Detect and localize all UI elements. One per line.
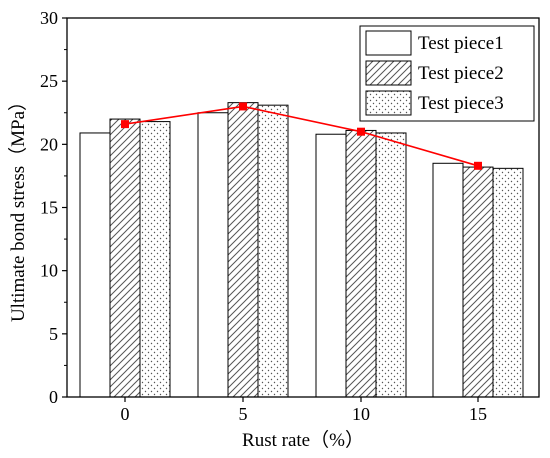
bar-series3-0 <box>139 121 171 398</box>
overlay-marker-10 <box>357 127 365 136</box>
legend-swatch-2 <box>365 60 412 86</box>
bar-series2-10 <box>345 129 377 398</box>
overlay-marker-15 <box>474 161 482 170</box>
bar-series1-5 <box>197 112 229 398</box>
bar-series3-10 <box>375 132 407 398</box>
legend-label-1: Test piece1 <box>418 33 504 54</box>
legend: Test piece1 Test piece2 Test piece3 <box>359 25 535 122</box>
overlay-marker-0 <box>121 120 129 129</box>
bar-series2-0 <box>109 118 141 398</box>
x-axis: 0 5 10 15 <box>121 397 487 424</box>
bars-layer <box>79 102 524 398</box>
x-tick-label: 0 <box>121 404 130 424</box>
y-tick-label: 0 <box>49 387 58 407</box>
y-tick-label: 25 <box>40 71 58 91</box>
overlay-line <box>124 105 479 167</box>
x-tick-label: 15 <box>469 404 487 424</box>
y-tick-label: 5 <box>49 324 58 344</box>
overlay-line-layer <box>121 102 482 170</box>
bar-series1-10 <box>315 133 347 398</box>
bar-series3-15 <box>492 167 524 398</box>
x-tick-label: 5 <box>239 404 248 424</box>
x-axis-title: Rust rate（%） <box>242 429 364 451</box>
bar-series2-5 <box>227 102 259 398</box>
legend-swatch-3 <box>365 90 412 116</box>
legend-label-2: Test piece2 <box>418 63 504 84</box>
bar-series1-15 <box>432 162 464 398</box>
bar-series2-15 <box>462 166 494 398</box>
legend-swatch-1 <box>365 30 412 56</box>
y-tick-label: 15 <box>40 198 58 218</box>
bar-series3-5 <box>257 104 289 398</box>
bar-series1-0 <box>79 132 111 398</box>
y-tick-label: 20 <box>40 134 58 154</box>
y-tick-label: 30 <box>40 8 58 28</box>
y-axis-title: Ultimate bond stress（MPa） <box>7 92 29 322</box>
overlay-marker-5 <box>239 102 247 111</box>
y-axis: 0 5 10 15 20 25 30 <box>40 8 67 407</box>
legend-label-3: Test piece3 <box>418 93 504 114</box>
y-tick-label: 10 <box>40 261 58 281</box>
x-tick-label: 10 <box>352 404 370 424</box>
